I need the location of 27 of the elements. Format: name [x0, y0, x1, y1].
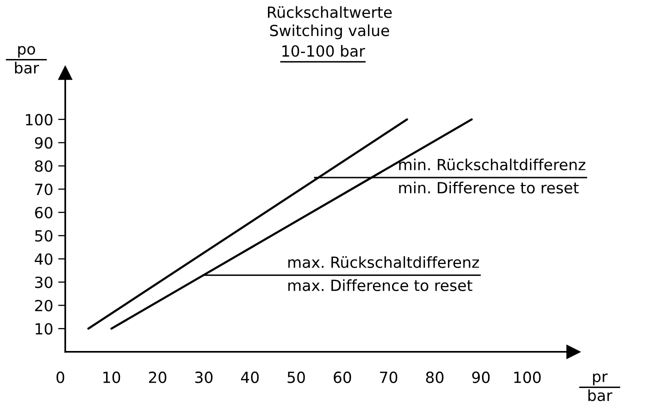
y-tick-label: 60: [35, 206, 52, 218]
x-tick-label: 0: [56, 372, 64, 384]
y-tick-label: 20: [35, 300, 52, 312]
y-axis-title: po bar: [15, 46, 40, 74]
y-tick-label: 30: [35, 276, 52, 288]
y-tick-label: 10: [36, 323, 52, 335]
x-tick-label: 10: [103, 372, 120, 384]
y-tick-label: 40: [34, 253, 52, 265]
chart-subtitle: 10-100 bar: [282, 44, 366, 57]
y-tick-label: 100: [26, 114, 52, 126]
y-tick-label: 70: [35, 184, 52, 196]
x-tick-label: 60: [334, 372, 352, 384]
annotation: min. Rückschaltdifferenz min. Difference to reset: [399, 158, 586, 194]
x-tick-label: 70: [380, 372, 398, 384]
y-tick-label: 90: [34, 137, 52, 149]
x-tick-label: 50: [288, 372, 305, 384]
x-tick-label: 30: [195, 372, 213, 384]
x-tick-label: 90: [472, 372, 490, 384]
x-tick-label: 100: [514, 372, 541, 384]
y-tick-label: 50: [35, 230, 52, 242]
chart-title: Rückschaltwerte Switching value: [268, 6, 392, 40]
y-tick-label: 80: [35, 160, 52, 172]
x-tick-label: 40: [241, 372, 259, 384]
annotation: max. Rückschaltdifferenz max. Difference to reset: [288, 256, 479, 292]
x-tick-label: 20: [149, 372, 166, 384]
x-axis-title: pr bar: [588, 373, 612, 402]
x-tick-label: 80: [426, 372, 444, 384]
